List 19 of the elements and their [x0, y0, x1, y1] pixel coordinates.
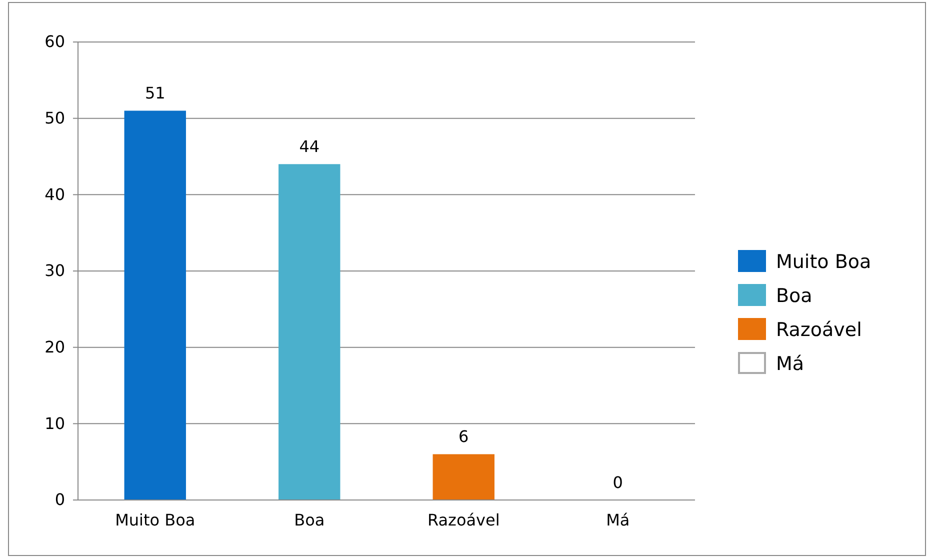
y-tick-label: 10: [44, 414, 65, 433]
legend-label: Razoável: [776, 319, 862, 341]
data-label: 44: [299, 137, 320, 156]
x-tick-label: Razoável: [427, 510, 500, 530]
y-tick-label: 40: [44, 184, 65, 204]
data-label: 6: [458, 427, 469, 446]
legend-label: Boa: [776, 285, 812, 307]
y-tick-label: 50: [44, 108, 65, 128]
data-label: 51: [144, 84, 166, 103]
x-tick-label: Má: [606, 510, 630, 530]
x-tick-label: Boa: [294, 510, 325, 530]
y-tick-label: 20: [44, 337, 65, 356]
legend-label: Muito Boa: [776, 251, 872, 273]
legend-label: Má: [776, 353, 804, 375]
y-tick-label: 60: [44, 32, 65, 52]
y-tick-label: 30: [44, 261, 65, 280]
x-tick-label: Muito Boa: [115, 510, 196, 530]
y-tick-label: 0: [54, 490, 65, 510]
data-label: 0: [612, 473, 623, 492]
